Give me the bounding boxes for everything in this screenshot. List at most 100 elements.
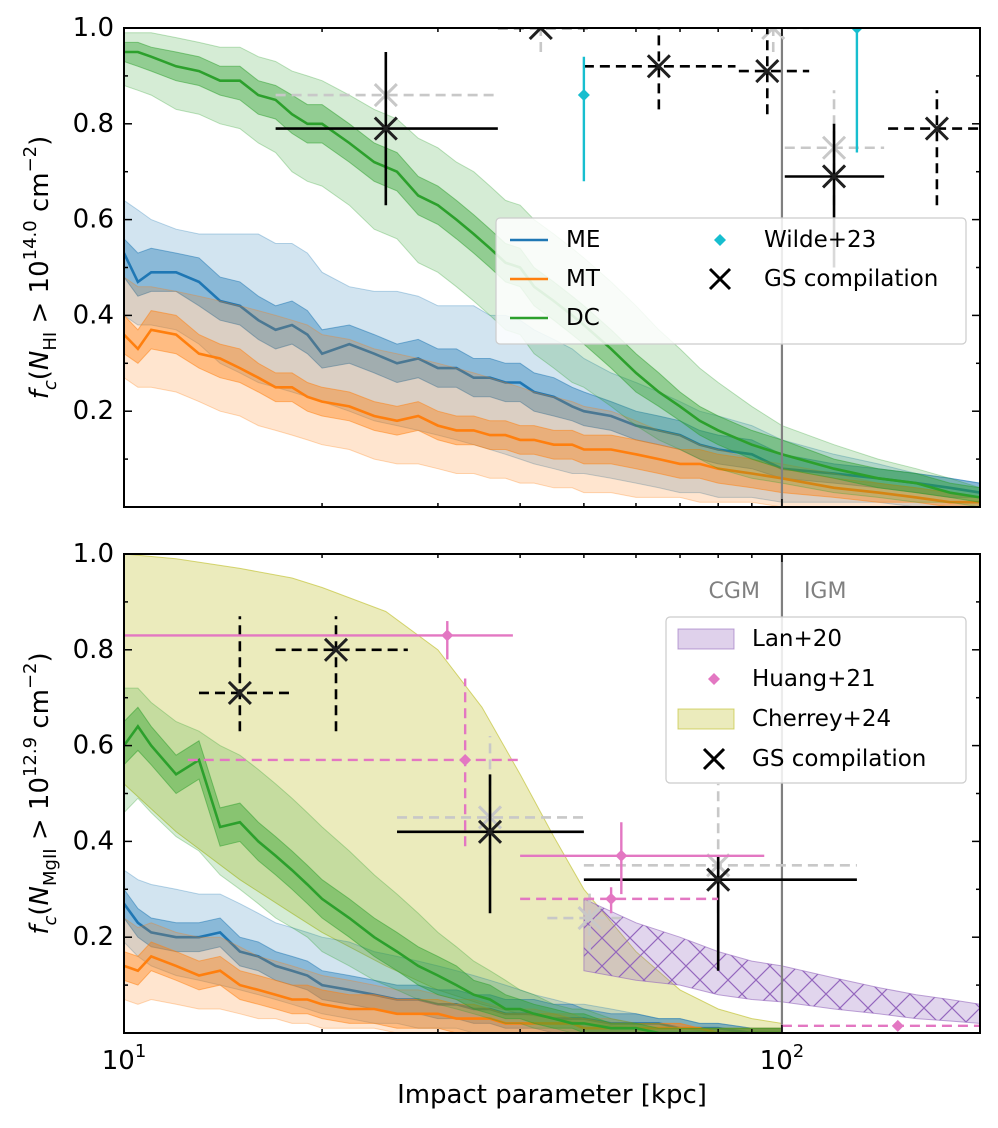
x-tick-exp: 1 — [135, 1041, 146, 1062]
top-y-axis: 0.2 0.4 0.6 0.8 1.0 — [73, 13, 980, 460]
cross-marker — [323, 637, 349, 662]
top-panel: 0.2 0.4 0.6 0.8 1.0 fc(NHI > 1014.0 cm−2) ME MT… — [20, 13, 981, 508]
top-legend: ME MT DC Wilde+23 GS compilation — [495, 217, 967, 345]
legend-label: Cherrey+24 — [752, 706, 891, 732]
cross-marker — [761, 28, 786, 41]
legend-box — [495, 217, 967, 345]
data-point-huang-21 — [124, 621, 513, 660]
data-point-gs-compilation — [497, 28, 590, 41]
cross-marker — [924, 116, 949, 141]
cross-marker — [821, 164, 847, 189]
bottom-y-axis: 0.2 0.4 0.6 0.8 1.0 — [73, 539, 980, 986]
cross-marker — [227, 680, 252, 705]
y-label-part: ) — [25, 136, 55, 146]
legend-label: GS compilation — [752, 746, 926, 772]
bottom-plot-area — [124, 554, 980, 1033]
legend-label: Wilde+23 — [764, 227, 876, 253]
y-label-part: c — [40, 916, 61, 926]
top-x-axis — [123, 28, 981, 507]
series-ME-line — [124, 252, 980, 494]
y-label-part: > 10 — [25, 260, 55, 331]
y-label-part: ( — [25, 905, 55, 915]
y-label-part: HI — [40, 332, 61, 351]
data-point-gs-compilation — [198, 616, 292, 732]
cross-marker — [755, 59, 780, 84]
top-y-axis-label: fc(NHI > 1014.0 cm−2) — [20, 136, 61, 400]
data-point-gs-compilation-grey- — [497, 28, 590, 52]
y-label-part: ) — [25, 652, 55, 662]
bottom-x-axis: 101 102 — [102, 554, 981, 1076]
y-label-part: cm — [25, 689, 55, 737]
diamond-marker — [615, 849, 628, 862]
y-label-part: −2 — [20, 146, 41, 173]
band-cherrey-24 — [124, 554, 783, 1033]
x-tick-label: 102 — [760, 1041, 805, 1076]
y-label-part: N — [25, 886, 55, 905]
data-point-gs-compilation — [583, 855, 857, 971]
y-tick-label: 1.0 — [73, 539, 114, 569]
x-axis-label: Impact parameter [kpc] — [397, 1080, 707, 1110]
y-tick-label: 0.2 — [73, 922, 114, 952]
series-MT-inner-band — [124, 310, 980, 507]
x-tick-base: 10 — [102, 1046, 135, 1076]
legend-label: DC — [566, 305, 600, 331]
legend-label: ME — [566, 227, 600, 253]
legend-handle-huang-21 — [708, 673, 720, 685]
series-DC-inner-band — [124, 41, 980, 503]
series-MT-line — [124, 954, 782, 1033]
legend-label: Lan+20 — [752, 626, 842, 652]
y-label-part: 12.9 — [20, 737, 41, 777]
x-tick-base: 10 — [760, 1046, 793, 1076]
region-label-igm: IGM — [804, 579, 847, 604]
data-point-huang-21 — [781, 1019, 980, 1032]
y-label-part: > 10 — [25, 777, 55, 848]
x-tick-label: 101 — [102, 1041, 147, 1076]
y-label-part: cm — [25, 172, 55, 220]
diamond-marker — [577, 89, 590, 102]
legend-handle-gs-compilation — [708, 267, 732, 291]
series-ME-inner-band — [124, 238, 980, 498]
diamond-marker — [441, 629, 454, 642]
data-point-wilde-23 — [850, 28, 863, 153]
series-MT-outer-band — [124, 276, 980, 507]
y-label-part: 14.0 — [20, 220, 41, 260]
y-label-part: −2 — [20, 662, 41, 689]
data-point-huang-21 — [520, 884, 719, 914]
y-tick-label: 1.0 — [73, 13, 114, 43]
diamond-marker — [605, 892, 618, 905]
cross-marker — [646, 54, 671, 79]
legend-label: MT — [566, 266, 601, 292]
bottom-y-axis-label: fc(NMgII > 1012.9 cm−2) — [20, 652, 61, 934]
y-label-part: MgII — [40, 848, 61, 886]
series-DC-inner-band — [124, 706, 783, 1033]
y-label-part: ( — [25, 370, 55, 380]
x-tick-exp: 2 — [793, 1041, 804, 1062]
cross-marker — [706, 867, 731, 892]
data-point-gs-compilation — [583, 28, 736, 110]
cross-marker — [477, 819, 503, 844]
legend-handle-gs-compilation — [702, 747, 726, 771]
y-tick-label: 0.6 — [73, 205, 114, 235]
y-tick-label: 0.8 — [73, 109, 114, 139]
data-point-gs-compilation-grey- — [583, 783, 857, 914]
data-point-wilde-23 — [577, 56, 590, 182]
legend-box — [665, 616, 967, 784]
y-label-part: N — [25, 351, 55, 370]
y-tick-label: 0.4 — [73, 826, 114, 856]
series-DC-line — [124, 50, 980, 499]
diamond-marker — [850, 28, 863, 34]
data-point-gs-compilation — [275, 616, 408, 732]
diamond-marker — [459, 753, 472, 766]
series-MT-inner-band — [124, 941, 783, 1033]
bottom-legend: Lan+20 Huang+21 Cherrey+24 GS compilation — [665, 616, 967, 784]
series-ME-outer-band — [124, 199, 980, 507]
data-point-huang-21 — [520, 822, 765, 895]
data-point-gs-compilation — [275, 51, 498, 206]
diamond-marker — [891, 1019, 904, 1032]
series-MT-line — [124, 328, 980, 504]
data-point-gs-compilation — [738, 28, 810, 115]
series-DC-line — [124, 724, 782, 1033]
y-tick-label: 0.2 — [73, 396, 114, 426]
legend-label: GS compilation — [764, 266, 938, 292]
